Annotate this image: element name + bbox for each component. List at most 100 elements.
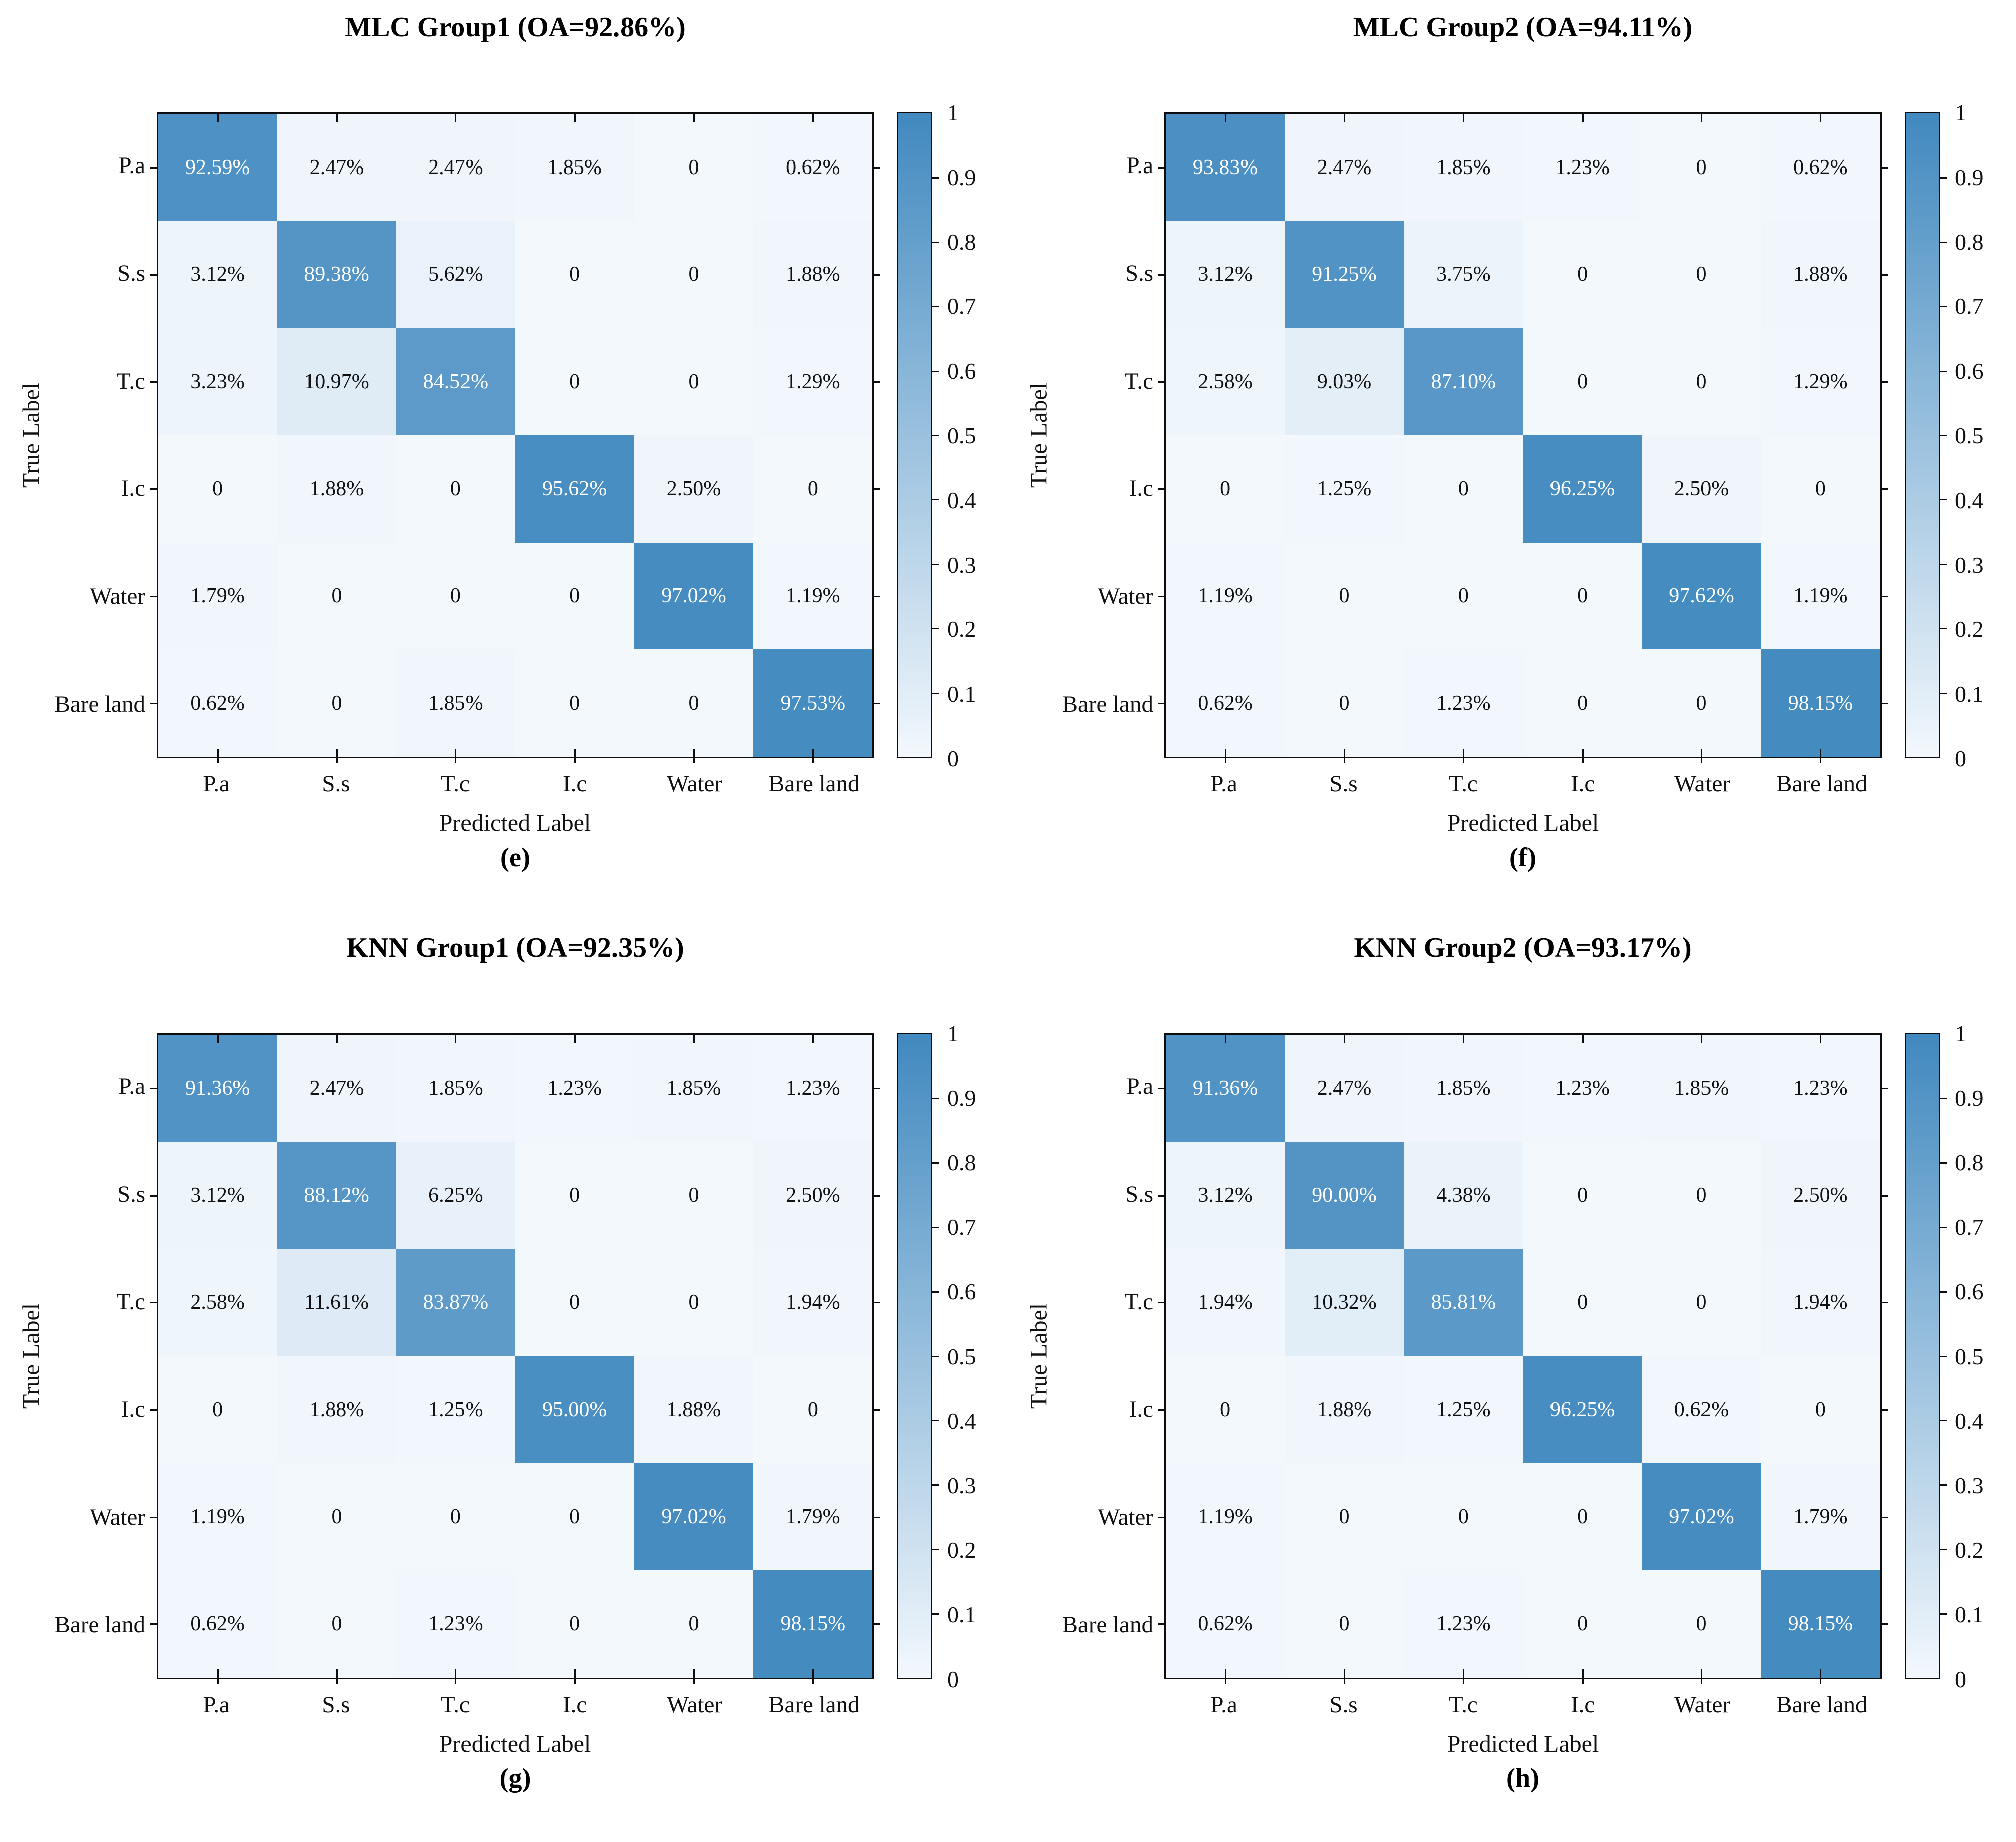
colorbar-tick-mark <box>931 563 939 565</box>
heatmap-cell: 2.47% <box>1285 1035 1404 1142</box>
heatmap-cell: 1.23% <box>515 1035 635 1142</box>
colorbar-tick-mark <box>931 1549 939 1551</box>
heatmap-cell: 0 <box>1642 114 1761 221</box>
heatmap-cell: 98.15% <box>1761 649 1880 757</box>
y-tick-label: I.c <box>121 475 145 502</box>
colorbar-tick-label: 0.3 <box>1955 552 1984 578</box>
tick-mark <box>574 757 576 763</box>
x-tick-label: T.c <box>440 771 470 797</box>
tick-mark <box>1880 166 1888 169</box>
tick-mark <box>217 757 219 763</box>
colorbar-tick-mark <box>931 499 939 501</box>
colorbar-tick-label: 0 <box>1955 746 1966 771</box>
confusion-matrix-panel-e: MLC Group1 (OA=92.86%) True Label 92.59%… <box>0 0 1008 921</box>
heatmap-cell: 97.53% <box>753 649 872 757</box>
heatmap-cell: 1.94% <box>1761 1249 1880 1356</box>
heatmap-cell: 1.88% <box>277 1356 396 1463</box>
y-axis-title: True Label <box>1025 1303 1052 1409</box>
tick-mark <box>1158 1087 1166 1089</box>
colorbar-tick-mark <box>931 370 939 372</box>
heatmap-cell: 96.25% <box>1522 1356 1642 1463</box>
tick-mark <box>150 381 158 383</box>
heatmap-cell: 0 <box>1642 221 1761 328</box>
heatmap-cell: 10.32% <box>1285 1249 1404 1356</box>
heatmap-cell: 97.02% <box>1642 1463 1761 1571</box>
colorbar <box>897 112 939 758</box>
colorbar-tick-label: 0.8 <box>1955 229 1984 255</box>
y-tick-label: Water <box>1097 1504 1153 1530</box>
colorbar-tick-mark <box>1939 241 1947 243</box>
colorbar-tick-mark <box>1939 177 1947 179</box>
heatmap-cell: 0 <box>515 328 635 435</box>
heatmap-cell: 0 <box>1642 649 1761 757</box>
colorbar-tick-label: 0.7 <box>947 293 976 319</box>
tick-mark <box>150 595 158 597</box>
y-tick-label: T.c <box>116 1288 145 1315</box>
heatmap-cell: 0 <box>158 1356 277 1463</box>
tick-mark <box>1224 757 1226 763</box>
colorbar-tick-label: 0 <box>947 1666 959 1692</box>
colorbar-tick-label: 0.8 <box>947 1149 976 1176</box>
tick-mark <box>1582 749 1584 757</box>
colorbar-tick-mark <box>1939 1549 1947 1551</box>
tick-mark <box>1463 757 1465 763</box>
heatmap-cell: 2.47% <box>1285 114 1404 221</box>
tick-mark <box>1582 1035 1584 1043</box>
heatmap-cell: 0 <box>1642 328 1761 435</box>
heatmap-cell: 2.47% <box>277 114 396 221</box>
tick-mark <box>1344 1035 1345 1043</box>
heatmap-cell: 6.25% <box>396 1141 515 1249</box>
heatmap-cell: 1.29% <box>1761 328 1880 435</box>
tick-mark <box>1701 114 1702 122</box>
heatmap-cell: 1.85% <box>396 1035 515 1142</box>
colorbar-tick-mark <box>931 241 939 243</box>
colorbar-tick-label: 0.5 <box>1955 1344 1984 1369</box>
heatmap-cell: 83.87% <box>396 1249 515 1356</box>
colorbar-tick-mark <box>931 1420 939 1422</box>
x-tick-label: P.a <box>1210 771 1237 797</box>
heatmap-cell: 0 <box>1761 1356 1880 1463</box>
colorbar-tick-mark <box>1939 692 1947 694</box>
colorbar-tick-mark <box>931 1162 939 1164</box>
tick-mark <box>872 703 880 705</box>
x-tick-label: Bare land <box>1776 1692 1868 1718</box>
tick-mark <box>1158 1516 1166 1518</box>
heatmap-cell: 1.85% <box>1404 114 1523 221</box>
tick-mark <box>336 1035 338 1043</box>
heatmap-cell: 1.88% <box>634 1356 753 1463</box>
y-tick-label: Water <box>89 583 145 609</box>
tick-mark <box>693 1678 695 1684</box>
tick-mark <box>693 1035 695 1043</box>
tick-mark <box>693 1669 695 1678</box>
heatmap-cell: 0 <box>1285 542 1404 650</box>
heatmap-cell: 0 <box>1522 1463 1642 1571</box>
colorbar-tick-mark <box>931 177 939 179</box>
x-tick-label: S.s <box>322 771 350 797</box>
heatmap-cell: 1.85% <box>515 114 635 221</box>
heatmap-cell: 1.25% <box>1285 435 1404 543</box>
heatmap-cell: 1.85% <box>396 649 515 757</box>
heatmap-cell: 1.19% <box>1761 542 1880 650</box>
colorbar <box>1905 112 1947 758</box>
heatmap-cell: 0 <box>1404 1463 1523 1571</box>
tick-mark <box>1158 703 1166 705</box>
heatmap-cell: 95.00% <box>515 1356 635 1463</box>
tick-mark <box>872 166 880 169</box>
heatmap-cell: 0 <box>515 649 635 757</box>
y-tick-label: S.s <box>1125 1181 1153 1207</box>
heatmap-cell: 10.97% <box>277 328 396 435</box>
colorbar-tick-label: 0.4 <box>1955 1408 1984 1434</box>
heatmap-cell: 2.58% <box>158 1249 277 1356</box>
panel-caption: (h) <box>1506 1763 1539 1793</box>
colorbar-tick-label: 0.1 <box>947 681 976 707</box>
x-tick-label: I.c <box>563 1692 587 1718</box>
heatmap-cell: 0 <box>1522 542 1642 650</box>
colorbar-tick-label: 0.5 <box>947 1344 976 1369</box>
tick-mark <box>455 114 457 122</box>
tick-mark <box>1463 114 1465 122</box>
tick-mark <box>693 749 695 757</box>
heatmap-cell: 1.23% <box>1522 1035 1642 1142</box>
colorbar-tick-label: 1 <box>947 1021 959 1046</box>
heatmap-cell: 1.85% <box>1642 1035 1761 1142</box>
heatmap-cell: 84.52% <box>396 328 515 435</box>
